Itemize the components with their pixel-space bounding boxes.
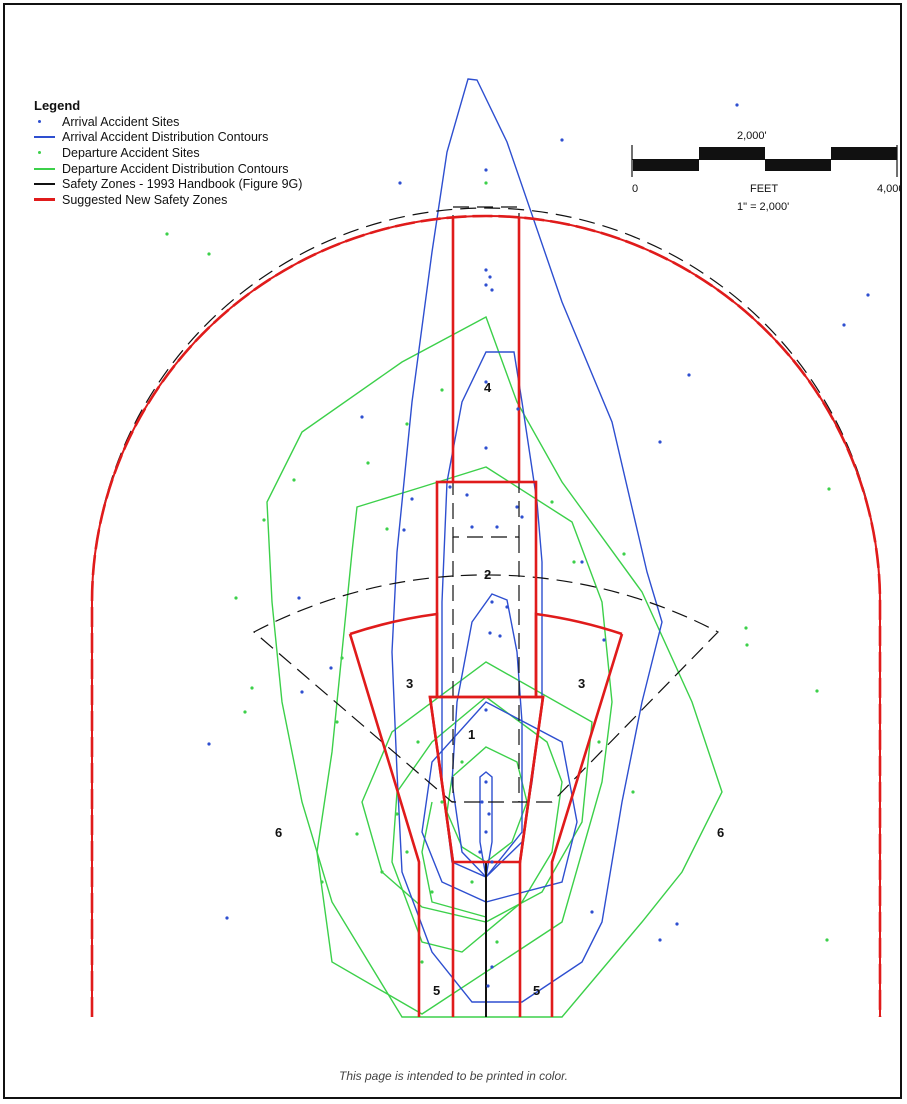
- scale-bar: [631, 145, 898, 177]
- scale-units-label: FEET: [750, 183, 779, 195]
- safety-zone-map: [90, 78, 898, 1018]
- legend-item-arrival-sites: Arrival Accident Sites: [34, 114, 302, 130]
- zone-1-label: 1: [468, 727, 476, 742]
- legend: Legend Arrival Accident Sites Arrival Ac…: [34, 98, 302, 208]
- legend-label: Departure Accident Distribution Contours: [62, 161, 289, 176]
- scale-start-label: 0: [632, 183, 639, 195]
- new-safety-zones: [90, 214, 882, 1017]
- zone-5-left-label: 5: [433, 983, 441, 998]
- legend-label: Arrival Accident Sites: [62, 114, 180, 129]
- zone-5-right-label: 5: [533, 983, 541, 998]
- scale-end-label: 4,000': [877, 183, 900, 195]
- arrival-accident-sites: [207, 103, 870, 988]
- legend-label: Arrival Accident Distribution Contours: [62, 130, 269, 145]
- legend-item-departure-sites: Departure Accident Sites: [34, 145, 302, 161]
- departure-contours: [266, 316, 723, 1018]
- figure-frame: Legend Arrival Accident Sites Arrival Ac…: [3, 3, 902, 1099]
- blue-dot-icon: [38, 120, 41, 124]
- zone-6-right-label: 6: [717, 825, 725, 840]
- legend-item-departure-contours: Departure Accident Distribution Contours: [34, 161, 302, 177]
- legend-item-arrival-contours: Arrival Accident Distribution Contours: [34, 130, 302, 146]
- zone-2-label: 2: [484, 567, 492, 582]
- blue-line-icon: [34, 136, 55, 139]
- green-dot-icon: [38, 151, 41, 155]
- zone-3-right-label: 3: [578, 676, 586, 691]
- green-line-icon: [34, 167, 55, 170]
- legend-title: Legend: [34, 98, 81, 113]
- scale-top-label: 2,000': [737, 130, 767, 142]
- legend-label: Suggested New Safety Zones: [62, 192, 228, 207]
- zone-3-left-label: 3: [406, 676, 414, 691]
- legend-item-old-zones: Safety Zones - 1993 Handbook (Figure 9G): [34, 176, 302, 192]
- legend-item-new-zones: Suggested New Safety Zones: [34, 192, 302, 208]
- zone-4-label: 4: [484, 380, 492, 395]
- red-line-icon: [34, 198, 55, 202]
- old-safety-zones: [91, 206, 881, 1017]
- scale-ratio-label: 1" = 2,000': [737, 201, 790, 213]
- legend-label: Departure Accident Sites: [62, 145, 200, 160]
- black-line-icon: [34, 183, 55, 186]
- print-note: This page is intended to be printed in c…: [338, 1069, 569, 1083]
- zone-6-left-label: 6: [275, 825, 283, 840]
- departure-accident-sites: [165, 181, 831, 964]
- legend-label: Safety Zones - 1993 Handbook (Figure 9G): [62, 177, 303, 192]
